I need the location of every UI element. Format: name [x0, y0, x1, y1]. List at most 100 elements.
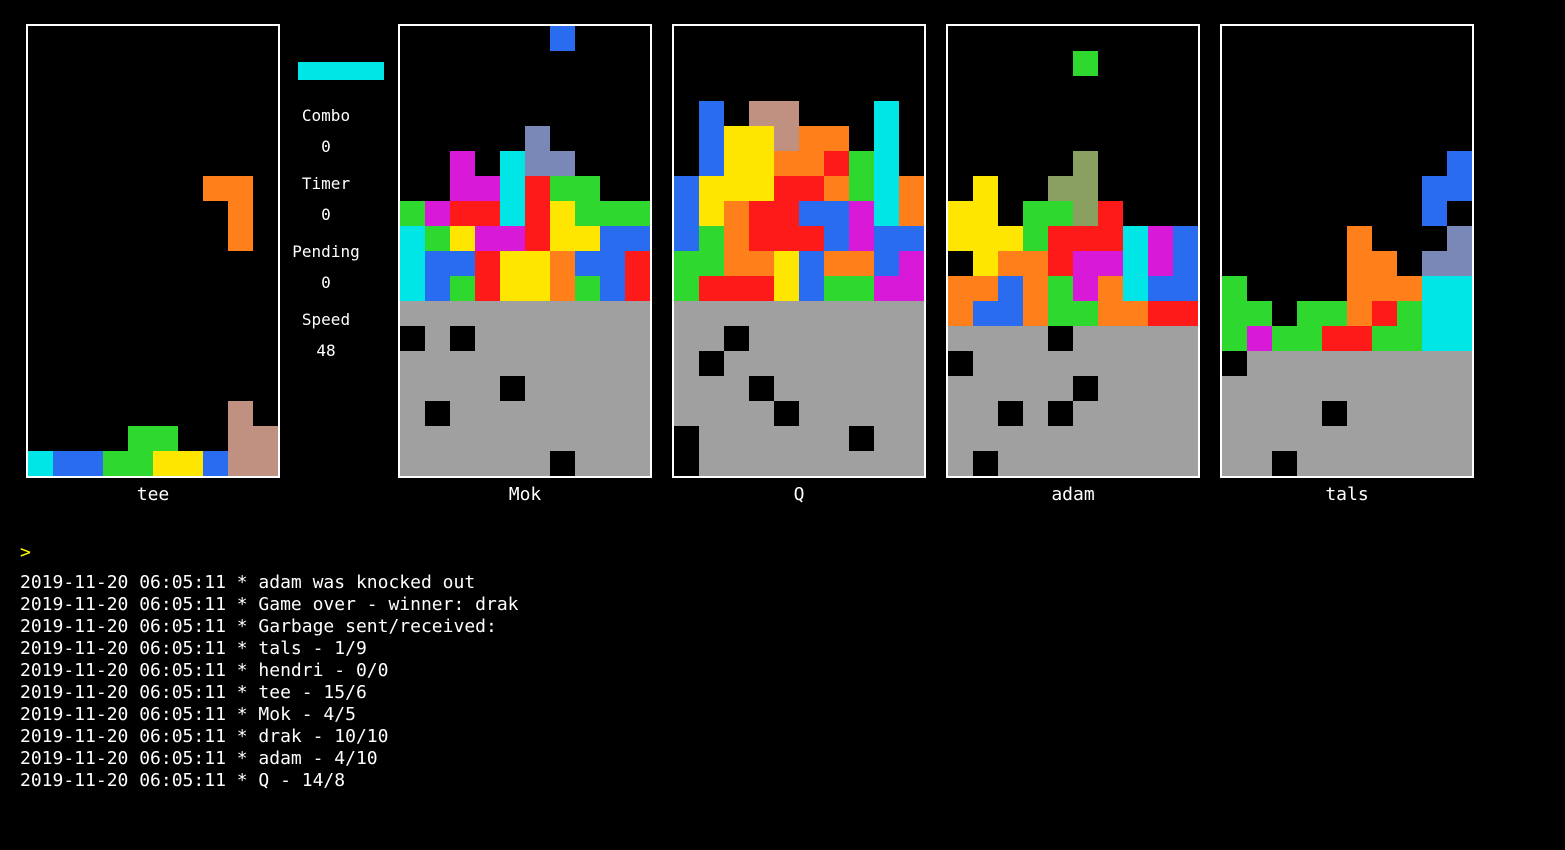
- block: [774, 251, 799, 276]
- block: [948, 226, 973, 251]
- block: [1098, 276, 1123, 301]
- block: [1073, 251, 1098, 276]
- block: [1148, 276, 1173, 301]
- block: [1098, 326, 1123, 351]
- block: [475, 426, 500, 451]
- block: [899, 301, 924, 326]
- block: [475, 276, 500, 301]
- block: [1272, 426, 1297, 451]
- block: [1148, 451, 1173, 476]
- block: [874, 401, 899, 426]
- block: [774, 226, 799, 251]
- block: [128, 426, 153, 451]
- block: [1422, 276, 1447, 301]
- block: [178, 451, 203, 476]
- block: [500, 151, 525, 176]
- block: [600, 376, 625, 401]
- block: [899, 401, 924, 426]
- block: [874, 201, 899, 226]
- block: [973, 276, 998, 301]
- block: [1347, 301, 1372, 326]
- block: [625, 276, 650, 301]
- block: [425, 276, 450, 301]
- block: [475, 201, 500, 226]
- block: [475, 176, 500, 201]
- block: [699, 251, 724, 276]
- block: [550, 301, 575, 326]
- block: [1422, 401, 1447, 426]
- block: [1347, 226, 1372, 251]
- block: [600, 201, 625, 226]
- block: [575, 226, 600, 251]
- block: [824, 301, 849, 326]
- block: [400, 251, 425, 276]
- block: [1123, 451, 1148, 476]
- combo-value: 0: [276, 137, 376, 156]
- player-name: tals: [1220, 484, 1474, 505]
- block: [874, 126, 899, 151]
- block: [1123, 226, 1148, 251]
- block: [1447, 451, 1472, 476]
- block: [1297, 301, 1322, 326]
- block: [1173, 426, 1198, 451]
- block: [1023, 426, 1048, 451]
- block: [1148, 376, 1173, 401]
- block: [625, 426, 650, 451]
- block: [749, 326, 774, 351]
- block: [1073, 426, 1098, 451]
- block: [1148, 351, 1173, 376]
- block: [948, 201, 973, 226]
- speed-value: 48: [276, 341, 376, 360]
- block: [874, 176, 899, 201]
- prompt-symbol: >: [20, 542, 31, 563]
- block: [550, 351, 575, 376]
- playfield: [1220, 24, 1474, 478]
- block: [575, 176, 600, 201]
- block: [874, 426, 899, 451]
- log-line: 2019-11-20 06:05:11 * Game over - winner…: [20, 594, 519, 616]
- chat-log: 2019-11-20 06:05:11 * adam was knocked o…: [20, 572, 519, 792]
- block: [450, 351, 475, 376]
- block: [1023, 226, 1048, 251]
- block: [724, 451, 749, 476]
- block: [998, 301, 1023, 326]
- block: [550, 176, 575, 201]
- player-board-adam: adam: [946, 24, 1200, 505]
- block: [525, 151, 550, 176]
- block: [625, 226, 650, 251]
- block: [625, 376, 650, 401]
- block: [1372, 401, 1397, 426]
- block: [1123, 251, 1148, 276]
- block: [600, 301, 625, 326]
- block: [1173, 226, 1198, 251]
- block: [475, 351, 500, 376]
- block: [1098, 451, 1123, 476]
- block: [1098, 401, 1123, 426]
- block: [1023, 276, 1048, 301]
- block: [874, 451, 899, 476]
- block: [799, 276, 824, 301]
- block: [1073, 351, 1098, 376]
- block: [774, 126, 799, 151]
- block: [799, 251, 824, 276]
- block: [425, 426, 450, 451]
- chat-prompt[interactable]: >: [20, 542, 31, 563]
- block: [824, 351, 849, 376]
- block: [600, 226, 625, 251]
- block: [1098, 301, 1123, 326]
- block: [1173, 376, 1198, 401]
- block: [874, 351, 899, 376]
- block: [849, 301, 874, 326]
- block: [1297, 326, 1322, 351]
- block: [774, 176, 799, 201]
- block: [724, 401, 749, 426]
- block: [749, 126, 774, 151]
- block: [1447, 276, 1472, 301]
- block: [1023, 251, 1048, 276]
- block: [749, 101, 774, 126]
- block: [53, 451, 78, 476]
- block: [1023, 401, 1048, 426]
- block: [1173, 351, 1198, 376]
- block: [824, 326, 849, 351]
- timer-label: Timer: [276, 174, 376, 193]
